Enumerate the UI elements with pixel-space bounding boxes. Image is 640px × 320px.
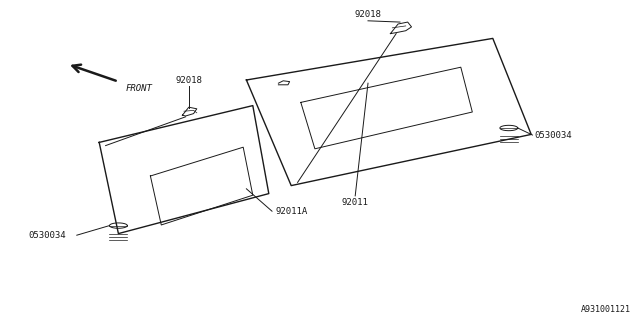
Text: 0530034: 0530034 (29, 231, 67, 240)
Text: 92011: 92011 (342, 198, 369, 207)
Text: FRONT: FRONT (125, 84, 152, 93)
Text: 92018: 92018 (355, 10, 381, 19)
Text: A931001121: A931001121 (580, 305, 630, 314)
Text: 92011A: 92011A (275, 207, 307, 216)
Text: 0530034: 0530034 (534, 131, 572, 140)
Text: 92018: 92018 (175, 76, 202, 85)
